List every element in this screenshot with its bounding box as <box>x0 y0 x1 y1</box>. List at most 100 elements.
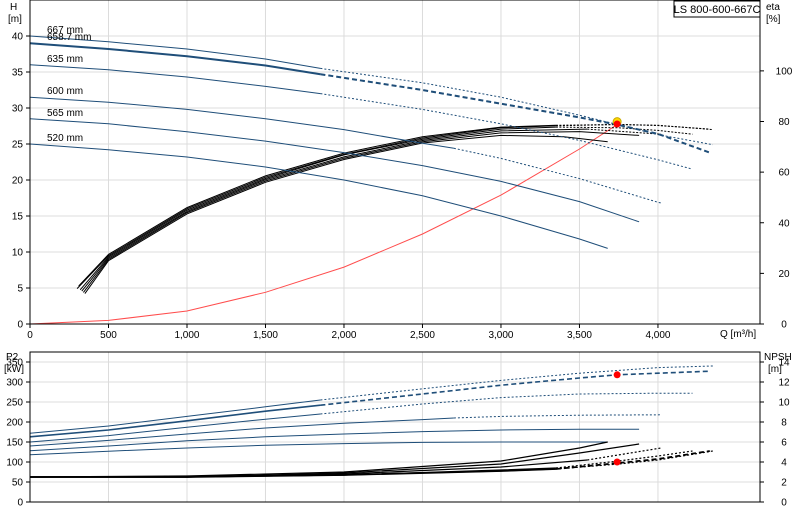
head-curve-label-635-mm: 635 mm <box>47 54 83 65</box>
top-x-tick-label: 3,000 <box>488 330 513 341</box>
head-axis-unit: [m] <box>8 14 22 25</box>
top-right-tick-label: 80 <box>778 117 790 128</box>
top-frame <box>29 0 761 325</box>
top-left-tick-label: 25 <box>12 140 24 151</box>
head-curve-label-658-7-mm: 658.7 mm <box>47 32 91 43</box>
bottom-left-tick-label: 100 <box>6 458 23 469</box>
npsh-curve-600-mm-dashed <box>587 447 662 461</box>
head-curve-label-600-mm: 600 mm <box>47 86 83 97</box>
top-x-tick-label: 500 <box>100 330 117 341</box>
npsh-axis-label: NPSH <box>764 352 792 363</box>
top-x-tick-label: 0 <box>27 330 33 341</box>
head-curve-635-mm-solid <box>29 64 321 95</box>
top-right-tick-label: 60 <box>778 168 790 179</box>
power-curve-658-7-mm-solid <box>29 404 321 438</box>
head-curve-520-mm-solid <box>29 143 608 249</box>
top-x-tick-label: 3,500 <box>567 330 592 341</box>
bottom-right-tick-label: 4 <box>781 458 787 469</box>
top-right-tick-label: 20 <box>778 269 790 280</box>
efficiency-curve-600-mm-solid <box>81 128 588 292</box>
power-curve-667-mm-solid <box>29 399 321 434</box>
bottom-left-tick-label: 300 <box>6 378 23 389</box>
operating-point-bottom-0 <box>613 371 621 379</box>
top-left-tick-label: 20 <box>12 176 24 187</box>
power-curve-520-mm-solid <box>29 441 608 456</box>
bottom-left-tick-label: 150 <box>6 438 23 449</box>
efficiency-curve-565-mm-solid <box>83 131 640 293</box>
top-grid <box>29 0 760 325</box>
head-curve-658-7-mm-solid <box>29 42 321 76</box>
head-curve-label-667-mm: 667 mm <box>47 25 83 36</box>
head-curve-label-520-mm: 520 mm <box>47 133 83 144</box>
operating-point-top-1 <box>613 120 621 128</box>
head-curve-658-7-mm-dashed <box>320 73 711 154</box>
model-label-box <box>673 0 761 18</box>
head-axis-label: H <box>10 2 17 13</box>
bottom-left-tick-label: 200 <box>6 418 23 429</box>
bottom-right-tick-label: 8 <box>781 418 787 429</box>
bottom-axes: 0 50 100 150 200 250 300 350 0 2 4 6 8 10 12 14 <box>6 351 790 509</box>
top-right-tick-label: 100 <box>776 66 793 77</box>
top-left-tick-label: 0 <box>17 320 23 331</box>
power-curve-658-7-mm-dashed <box>320 370 710 406</box>
top-x-tick-label: 2,000 <box>331 330 356 341</box>
head-curve-565-mm-solid <box>29 118 640 223</box>
top-left-tick-label: 30 <box>12 104 24 115</box>
head-curve-667-mm-solid <box>29 35 321 69</box>
bottom-left-tick-label: 50 <box>12 478 24 489</box>
bottom-right-tick-label: 12 <box>778 378 790 389</box>
top-left-tick-label: 35 <box>12 68 24 79</box>
top-x-tick-label: 1,000 <box>174 330 199 341</box>
efficiency-curve-600-mm-dashed <box>587 128 662 135</box>
top-x-tick-label: 2,500 <box>410 330 435 341</box>
top-x-tick-label: 4,000 <box>645 330 670 341</box>
efficiency-curve-658-7-mm-dashed <box>555 123 710 130</box>
top-left-tick-label: 15 <box>12 212 24 223</box>
top-x-tick-label: 1,500 <box>253 330 278 341</box>
power-curve-565-mm-solid <box>29 428 640 452</box>
eta-axis-label: eta <box>766 2 780 13</box>
system-curve <box>29 124 618 325</box>
bottom-right-tick-label: 10 <box>778 398 790 409</box>
efficiency-curve-635-mm-solid <box>79 126 556 291</box>
operating-point-bottom-1 <box>613 458 621 466</box>
power-curve-600-mm-solid <box>29 417 454 447</box>
bottom-right-tick-label: 2 <box>781 478 787 489</box>
head-curve-label-565-mm: 565 mm <box>47 108 83 119</box>
top-left-tick-label: 10 <box>12 248 24 259</box>
power-axis-label: P2 <box>6 352 19 363</box>
top-left-tick-label: 40 <box>12 32 24 43</box>
top-left-tick-label: 5 <box>17 284 23 295</box>
efficiency-curve-658-7-mm-solid <box>76 125 556 289</box>
power-axis-unit: [kW] <box>4 364 24 375</box>
power-curve-635-mm-dashed <box>320 392 693 415</box>
top-right-tick-label: 0 <box>781 320 787 331</box>
npsh-curve-520-mm-solid <box>29 441 608 478</box>
model-label: LS 800-600-667C <box>674 4 761 16</box>
bottom-right-tick-label: 0 <box>781 498 787 509</box>
head-curve-600-mm-dashed <box>453 147 662 204</box>
power-curve-667-mm-dashed <box>320 365 713 401</box>
power-curve-635-mm-solid <box>29 413 321 443</box>
bottom-left-tick-label: 0 <box>17 498 23 509</box>
top-right-tick-label: 40 <box>778 218 790 229</box>
bottom-right-tick-label: 6 <box>781 438 787 449</box>
bottom-series <box>29 365 713 478</box>
efficiency-curve-520-mm-solid <box>84 134 608 294</box>
top-axes: 0 5 10 15 20 25 30 35 40 0 20 40 60 80 100 0 500 1,000 1,5… <box>12 0 793 341</box>
eta-axis-unit: [%] <box>766 14 781 25</box>
bottom-right-tick-label: 14 <box>778 358 790 369</box>
bottom-left-tick-label: 350 <box>6 358 23 369</box>
npsh-axis-unit: [m] <box>768 364 782 375</box>
npsh-curve-658-7-mm-dashed <box>555 450 710 470</box>
bottom-left-tick-label: 250 <box>6 398 23 409</box>
power-curve-600-mm-dashed <box>453 414 662 419</box>
bottom-frame <box>29 351 761 503</box>
efficiency-curve-667-mm-solid <box>78 124 556 287</box>
npsh-curve-565-mm-solid <box>30 443 640 478</box>
head-curve-600-mm-solid <box>29 96 454 149</box>
npsh-curve-635-mm-dashed <box>555 450 693 469</box>
efficiency-curve-635-mm-dashed <box>555 126 693 135</box>
